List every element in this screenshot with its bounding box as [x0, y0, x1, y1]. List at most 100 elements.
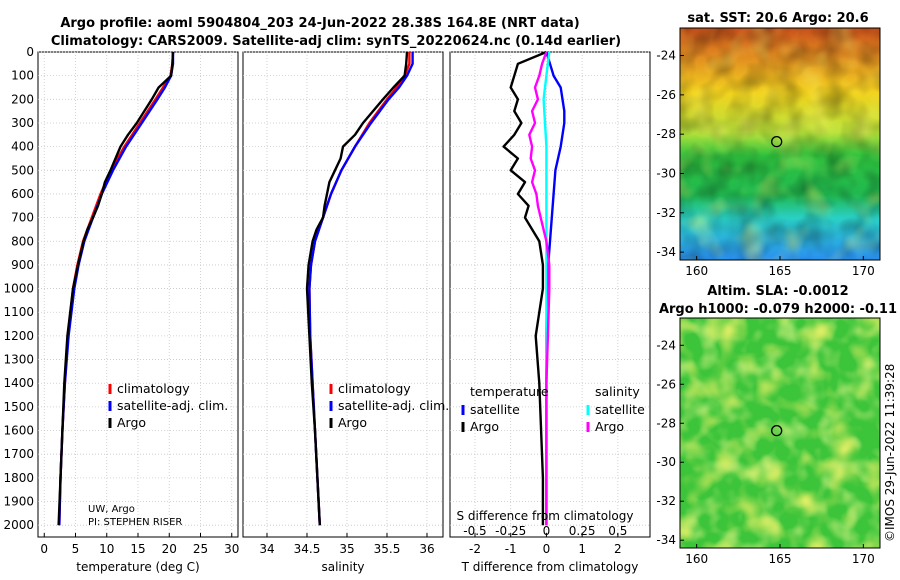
sst-map-axes: 160 165 170 -24 -26 -28 -30 -32 -34: [656, 49, 874, 278]
difference-xtick-label: -2: [469, 542, 481, 556]
difference-xtick-label: 1: [578, 542, 586, 556]
depth-tick-label: 400: [11, 140, 34, 154]
sst_map-ytick-label: -34: [656, 245, 676, 259]
depth-tick-label: 1000: [3, 282, 34, 296]
sla_map-xtick-label: 165: [769, 552, 792, 566]
sst_map-ytick-label: -30: [656, 166, 676, 180]
legend-label: Argo: [117, 415, 146, 430]
sla-argo-location-marker: [771, 425, 783, 437]
depth-tick-label: 100: [11, 69, 34, 83]
salinity-xtick-label: 35: [339, 542, 354, 556]
depth-tick-label: 1200: [3, 329, 34, 343]
depth-tick-label: 600: [11, 187, 34, 201]
depth-tick-label: 1800: [3, 471, 34, 485]
depth-tick-label: 1300: [3, 353, 34, 367]
difference-panel: -2 -1 0 1 2 T difference from climatology temp…: [449, 50, 651, 574]
figure-title-line2: Climatology: CARS2009. Satellite-adj cli…: [51, 34, 621, 49]
sst_map-xtick-label: 160: [685, 264, 708, 278]
legend-s-label: Argo: [595, 419, 624, 434]
temperature-xtick-label: 15: [130, 542, 145, 556]
s-diff-axis-label: S difference from climatology: [457, 509, 634, 523]
salinity-xlabel: salinity: [321, 560, 364, 574]
s-diff-tick-label: 0.5: [608, 524, 627, 538]
legend-label: satellite-adj. clim.: [117, 398, 228, 413]
s-diff-tick-label: 0: [543, 524, 551, 538]
depth-tick-label: 1400: [3, 376, 34, 390]
sla_map-ytick-label: -24: [656, 338, 676, 352]
difference-series-t-argo: [502, 50, 547, 526]
sst-map-image: [680, 28, 880, 260]
depth-tick-label: 200: [11, 92, 34, 106]
salinity-xtick-label: 34: [259, 542, 274, 556]
sla_map-ytick-label: -32: [656, 494, 676, 508]
legend-label: Argo: [338, 415, 367, 430]
salinity-xtick-label: 34.5: [294, 542, 321, 556]
legend-s-label: satellite: [595, 402, 645, 417]
temperature-panel: 0100200300400500600700800900100011001200…: [3, 45, 239, 574]
depth-tick-label: 900: [11, 258, 34, 272]
s-diff-tick-label: -0.5: [463, 524, 486, 538]
difference-xlabel: T difference from climatology: [461, 560, 639, 574]
salinity-xtick-label: 36: [419, 542, 434, 556]
legend-temperature-title: temperature: [470, 384, 549, 399]
depth-tick-label: 1100: [3, 305, 34, 319]
sst-map-title: sat. SST: 20.6 Argo: 20.6: [687, 11, 868, 26]
difference-xtick-label: 2: [614, 542, 622, 556]
sla-map-subtitle: Argo h1000: -0.079 h2000: -0.11: [659, 302, 897, 317]
depth-tick-label: 800: [11, 234, 34, 248]
salinity-plot-frame: [242, 51, 444, 538]
depth-tick-label: 700: [11, 211, 34, 225]
sla_map-ytick-label: -26: [656, 377, 676, 391]
difference-xtick-label: 0: [543, 542, 551, 556]
difference-series-s-argo: [528, 51, 551, 526]
difference-xtick-label: -1: [505, 542, 517, 556]
sla_map-ytick-label: -30: [656, 455, 676, 469]
s-diff-tick-label: -0.25: [495, 524, 526, 538]
temperature-xtick-label: 5: [72, 542, 80, 556]
temperature-xtick-label: 20: [162, 542, 177, 556]
salinity-xtick-label: 35.5: [374, 542, 401, 556]
s-diff-tick-label: 0.25: [569, 524, 596, 538]
temperature-xlabel: temperature (deg C): [76, 560, 199, 574]
figure-title-line1: Argo profile: aoml 5904804_203 24-Jun-20…: [60, 16, 579, 31]
sla_map-xtick-label: 160: [685, 552, 708, 566]
legend-label: satellite-adj. clim.: [338, 398, 449, 413]
sst_map-ytick-label: -32: [656, 206, 676, 220]
sla_map-ytick-label: -34: [656, 533, 676, 547]
sla_map-xtick-label: 170: [852, 552, 875, 566]
depth-tick-label: 500: [11, 163, 34, 177]
sla-map-axes: 160 165 170 -24 -26 -28 -30 -32 -34: [656, 338, 874, 566]
credit-line2: PI: STEPHEN RISER: [88, 517, 182, 528]
credit-line1: UW, Argo: [88, 504, 135, 515]
sst_map-ytick-label: -24: [656, 49, 676, 63]
depth-tick-label: 1600: [3, 424, 34, 438]
sst_map-ytick-label: -28: [656, 127, 676, 141]
temperature-series-argo: [57, 51, 175, 526]
salinity-panel: 34 34.5 35 35.5 36 salinity climatology satelli…: [242, 51, 449, 574]
legend-label: climatology: [117, 381, 190, 396]
legend-t-label: Argo: [470, 419, 499, 434]
sla-map-image: [680, 318, 880, 548]
sla_map-ytick-label: -28: [656, 416, 676, 430]
copyright-text: ©IMOS 29-Jun-2022 11:39:28: [883, 364, 897, 542]
sst_map-ytick-label: -26: [656, 88, 676, 102]
depth-tick-label: 1900: [3, 495, 34, 509]
sla-map-title: Altim. SLA: -0.0012: [707, 284, 848, 299]
sst_map-xtick-label: 170: [852, 264, 875, 278]
legend-label: climatology: [338, 381, 411, 396]
sst_map-xtick-label: 165: [769, 264, 792, 278]
depth-tick-label: 0: [26, 45, 34, 59]
depth-tick-label: 2000: [3, 518, 34, 532]
temperature-xtick-label: 30: [224, 542, 239, 556]
legend-salinity-title: salinity: [595, 384, 640, 399]
depth-tick-label: 1700: [3, 447, 34, 461]
temperature-xtick-label: 25: [193, 542, 208, 556]
sst-argo-location-marker: [771, 135, 783, 148]
depth-tick-label: 300: [11, 116, 34, 130]
temperature-xtick-label: 10: [99, 542, 114, 556]
legend-t-label: satellite: [470, 402, 520, 417]
salinity-series-argo: [305, 51, 409, 526]
depth-tick-label: 1500: [3, 400, 34, 414]
temperature-xtick-label: 0: [40, 542, 48, 556]
